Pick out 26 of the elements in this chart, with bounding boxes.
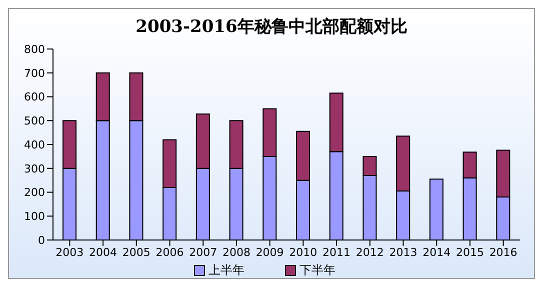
y-tick-label: 200 — [24, 186, 45, 200]
x-tick-label: 2015 — [456, 246, 484, 259]
y-tick-label: 800 — [24, 42, 45, 56]
x-tick-label: 2006 — [156, 246, 184, 259]
legend-label: 下半年 — [300, 262, 336, 279]
y-tick-label: 600 — [24, 90, 45, 104]
x-tick-label: 2004 — [89, 246, 118, 259]
x-tick-label: 2007 — [189, 246, 218, 259]
x-tick-label: 2010 — [289, 246, 318, 259]
y-tick-label: 300 — [24, 162, 45, 176]
x-tick-label: 2008 — [222, 246, 250, 259]
y-tick-label: 400 — [24, 138, 45, 152]
x-tick-label: 2011 — [322, 246, 351, 259]
y-tick-label: 500 — [24, 114, 45, 128]
chart-title: 2003-2016年秘鲁中北部配额对比 — [134, 16, 408, 39]
y-tick-label: 100 — [24, 210, 45, 224]
x-tick-label: 2005 — [122, 246, 150, 259]
x-tick-label: 2009 — [256, 246, 284, 259]
x-tick-label: 2003 — [56, 246, 84, 259]
x-tick-label: 2016 — [489, 246, 518, 259]
x-tick-label: 2014 — [422, 246, 451, 259]
x-tick-label: 2013 — [389, 246, 418, 259]
y-tick-label: 700 — [24, 66, 45, 80]
x-tick-label: 2012 — [356, 246, 384, 259]
legend-label: 上半年 — [208, 262, 244, 279]
y-tick-label: 0 — [38, 234, 45, 247]
